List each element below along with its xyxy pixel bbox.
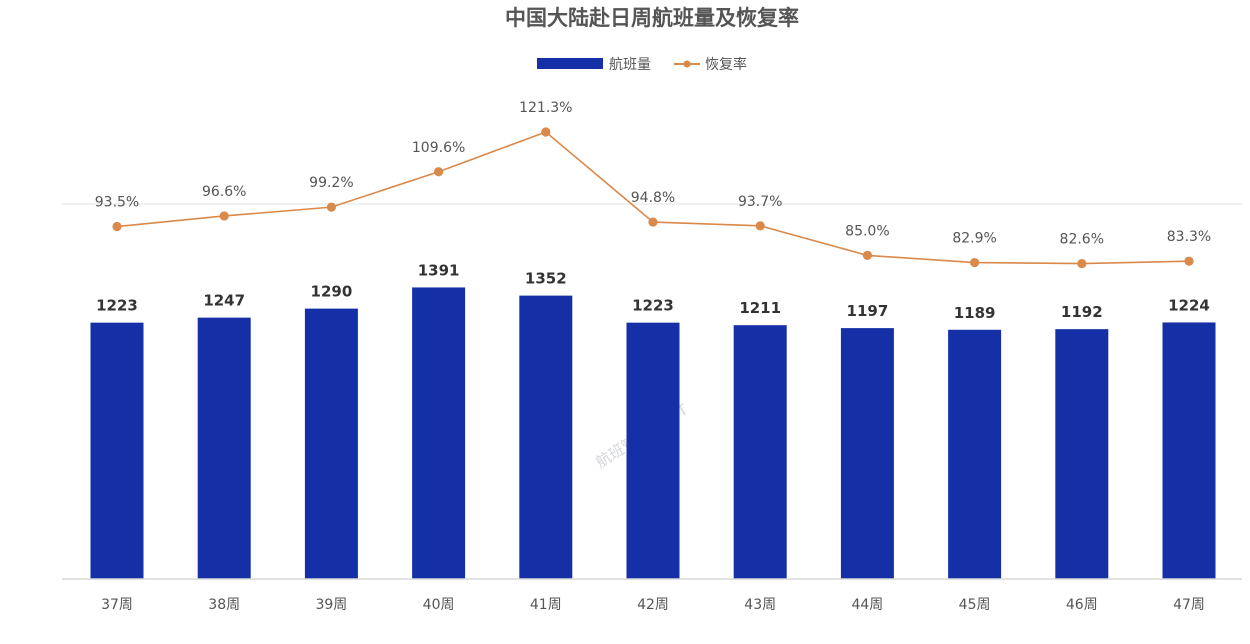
- line-value-label: 109.6%: [412, 140, 465, 156]
- bar-value-label: 1290: [311, 283, 353, 301]
- bar-value-label: 1189: [954, 304, 996, 322]
- chart-title: 中国大陆赴日周航班量及恢复率: [505, 6, 799, 30]
- bar: [948, 329, 1002, 579]
- legend-bar-label: 航班量: [609, 57, 651, 73]
- line-value-label: 96.6%: [202, 184, 246, 200]
- bar: [304, 308, 358, 579]
- bar-value-label: 1197: [847, 302, 889, 320]
- bar-value-label: 1211: [739, 299, 781, 317]
- line-point: [434, 167, 444, 177]
- line-series: [112, 127, 1194, 269]
- bar-value-label: 1192: [1061, 303, 1103, 321]
- legend-line-marker: [683, 60, 691, 68]
- line-value-label: 93.7%: [738, 194, 782, 210]
- line-point: [755, 221, 765, 231]
- bar: [1162, 322, 1216, 579]
- x-tick-label: 45周: [959, 597, 991, 613]
- bar-data-labels: 1223 1247 1290 1391 1352 1223 1211 1197 1189 1192…: [96, 261, 1210, 321]
- bar-value-label: 1352: [525, 270, 567, 288]
- line-value-label: 94.8%: [631, 190, 675, 206]
- line-point: [219, 211, 229, 221]
- x-tick-label: 38周: [208, 597, 240, 613]
- line-point: [970, 257, 980, 268]
- x-tick-label: 39周: [315, 597, 347, 613]
- bar: [197, 317, 251, 579]
- x-tick-label: 43周: [744, 597, 776, 613]
- bar-value-label: 1391: [418, 261, 460, 279]
- bar-value-label: 1223: [96, 297, 138, 315]
- x-tick-label: 41周: [530, 597, 562, 613]
- bar-series: [90, 287, 1216, 579]
- x-tick-label: 44周: [851, 597, 883, 613]
- bar: [90, 322, 144, 579]
- bar-value-label: 1247: [203, 292, 245, 310]
- line-value-label: 93.5%: [95, 195, 139, 211]
- line-point: [326, 202, 336, 212]
- bar-value-label: 1223: [632, 297, 674, 315]
- x-tick-label: 47周: [1173, 597, 1205, 613]
- line-point: [862, 250, 873, 260]
- bar: [840, 328, 894, 579]
- x-tick-label: 42周: [637, 597, 669, 613]
- line-value-label: 85.0%: [845, 223, 889, 239]
- bar: [626, 322, 680, 579]
- legend: 航班量 恢复率: [537, 56, 747, 73]
- bar: [733, 325, 787, 579]
- line-value-label: 82.6%: [1060, 232, 1104, 248]
- line-value-label: 83.3%: [1167, 229, 1211, 245]
- line-point: [1184, 256, 1194, 266]
- bar: [1055, 329, 1109, 579]
- x-tick-label: 37周: [101, 597, 133, 613]
- legend-bar-swatch: [537, 58, 603, 69]
- bar: [519, 295, 573, 579]
- x-tick-label: 40周: [423, 597, 455, 613]
- line-point: [541, 127, 551, 137]
- bar-value-label: 1224: [1168, 296, 1210, 314]
- line-value-label: 82.9%: [952, 231, 996, 247]
- bar: [412, 287, 466, 579]
- line-point: [112, 221, 122, 232]
- line-point: [1077, 258, 1087, 269]
- line-value-label: 99.2%: [309, 175, 353, 191]
- legend-line-label: 恢复率: [705, 56, 747, 73]
- line-data-labels: 93.5% 96.6% 99.2% 109.6% 121.3% 94.8% 93.7% 85.…: [95, 100, 1211, 248]
- line-value-label: 121.3%: [519, 100, 572, 116]
- x-tick-label: 46周: [1066, 597, 1098, 613]
- line-point: [648, 217, 658, 227]
- x-axis-ticks: 37周 38周 39周 40周 41周 42周 43周 44周 45周 46周 47周: [101, 597, 1205, 613]
